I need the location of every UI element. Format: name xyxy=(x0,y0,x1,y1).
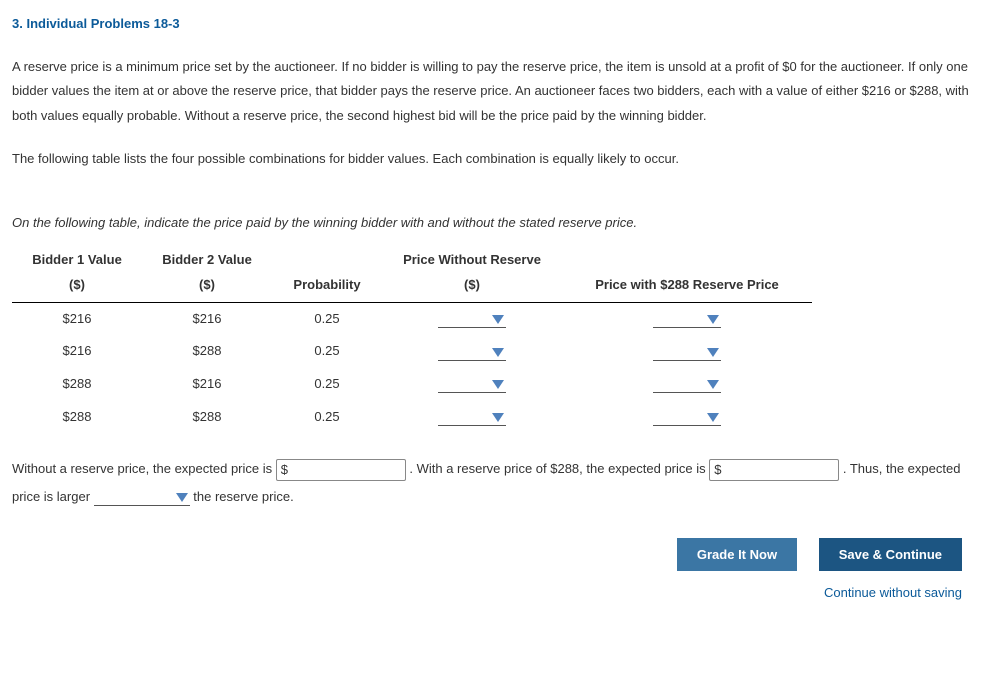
price-without-reserve-dropdown[interactable] xyxy=(438,408,506,426)
paragraph-2: The following table lists the four possi… xyxy=(12,147,988,172)
table-row: $288$2880.25 xyxy=(12,401,812,434)
table-instruction: On the following table, indicate the pri… xyxy=(12,211,988,236)
cell-probability: 0.25 xyxy=(272,302,382,335)
question-heading: 3. Individual Problems 18-3 xyxy=(12,12,988,37)
cell-price-with-reserve xyxy=(562,368,812,401)
continue-without-saving-row: Continue without saving xyxy=(12,581,988,606)
cell-price-without-reserve xyxy=(382,302,562,335)
price-with-reserve-dropdown[interactable] xyxy=(653,310,721,328)
cell-probability: 0.25 xyxy=(272,401,382,434)
cell-bidder1-value: $288 xyxy=(12,368,142,401)
expected-price-without-reserve-input[interactable]: $ xyxy=(276,459,406,481)
header-b2-line2: ($) xyxy=(199,277,215,292)
chevron-down-icon xyxy=(707,413,719,422)
col-header-price-with-reserve: Price with $288 Reserve Price xyxy=(562,244,812,302)
chevron-down-icon xyxy=(492,413,504,422)
larger-comparison-dropdown[interactable] xyxy=(94,488,190,506)
summary-text-4: the reserve price. xyxy=(193,489,293,504)
cell-bidder2-value: $288 xyxy=(142,335,272,368)
summary-text-1: Without a reserve price, the expected pr… xyxy=(12,461,276,476)
header-pwr-line2: ($) xyxy=(464,277,480,292)
col-header-bidder2: Bidder 2 Value ($) xyxy=(142,244,272,302)
continue-without-saving-link[interactable]: Continue without saving xyxy=(824,585,962,600)
cell-bidder2-value: $216 xyxy=(142,302,272,335)
chevron-down-icon xyxy=(707,380,719,389)
currency-prefix: $ xyxy=(281,462,288,477)
cell-probability: 0.25 xyxy=(272,368,382,401)
col-header-price-without-reserve: Price Without Reserve ($) xyxy=(382,244,562,302)
chevron-down-icon xyxy=(492,348,504,357)
currency-prefix: $ xyxy=(714,462,721,477)
price-with-reserve-dropdown[interactable] xyxy=(653,343,721,361)
cell-price-with-reserve xyxy=(562,401,812,434)
price-with-reserve-dropdown[interactable] xyxy=(653,375,721,393)
expected-price-with-reserve-input[interactable]: $ xyxy=(709,459,839,481)
table-row: $288$2160.25 xyxy=(12,368,812,401)
chevron-down-icon xyxy=(707,348,719,357)
price-without-reserve-dropdown[interactable] xyxy=(438,375,506,393)
chevron-down-icon xyxy=(707,315,719,324)
button-row: Grade It Now Save & Continue xyxy=(12,538,988,571)
save-and-continue-button[interactable]: Save & Continue xyxy=(819,538,962,571)
cell-price-without-reserve xyxy=(382,368,562,401)
cell-price-without-reserve xyxy=(382,335,562,368)
table-row: $216$2160.25 xyxy=(12,302,812,335)
cell-probability: 0.25 xyxy=(272,335,382,368)
bidder-table: Bidder 1 Value ($) Bidder 2 Value ($) Pr… xyxy=(12,244,812,433)
paragraph-1: A reserve price is a minimum price set b… xyxy=(12,55,988,129)
price-without-reserve-dropdown[interactable] xyxy=(438,310,506,328)
cell-bidder1-value: $216 xyxy=(12,302,142,335)
summary-text-2: . With a reserve price of $288, the expe… xyxy=(409,461,709,476)
price-with-reserve-dropdown[interactable] xyxy=(653,408,721,426)
header-pwr-line1: Price Without Reserve xyxy=(403,252,541,267)
cell-price-with-reserve xyxy=(562,335,812,368)
header-b1-line1: Bidder 1 Value xyxy=(32,252,122,267)
chevron-down-icon xyxy=(492,380,504,389)
cell-price-without-reserve xyxy=(382,401,562,434)
cell-bidder1-value: $288 xyxy=(12,401,142,434)
col-header-probability: Probability xyxy=(272,244,382,302)
cell-bidder1-value: $216 xyxy=(12,335,142,368)
cell-bidder2-value: $216 xyxy=(142,368,272,401)
chevron-down-icon xyxy=(176,493,188,502)
chevron-down-icon xyxy=(492,315,504,324)
col-header-bidder1: Bidder 1 Value ($) xyxy=(12,244,142,302)
cell-price-with-reserve xyxy=(562,302,812,335)
table-row: $216$2880.25 xyxy=(12,335,812,368)
cell-bidder2-value: $288 xyxy=(142,401,272,434)
header-b1-line2: ($) xyxy=(69,277,85,292)
price-without-reserve-dropdown[interactable] xyxy=(438,343,506,361)
grade-it-now-button[interactable]: Grade It Now xyxy=(677,538,797,571)
summary-sentence: Without a reserve price, the expected pr… xyxy=(12,455,988,510)
header-b2-line1: Bidder 2 Value xyxy=(162,252,252,267)
